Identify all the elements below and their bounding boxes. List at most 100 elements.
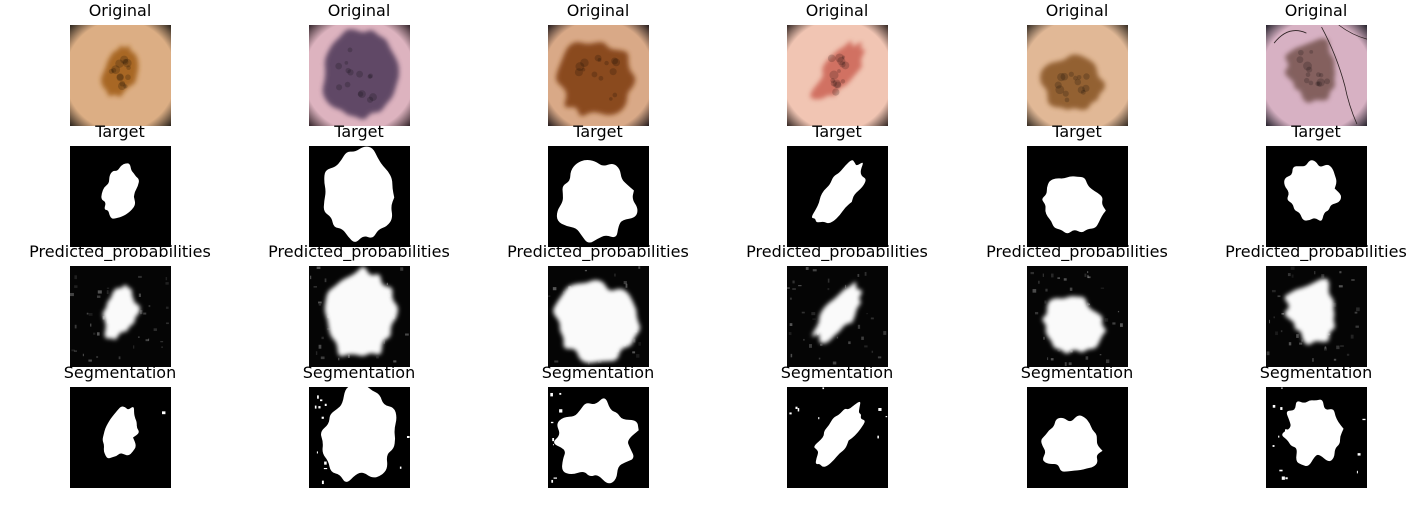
prob-noise xyxy=(138,275,142,278)
panel-target-3: Target xyxy=(478,121,718,247)
panel-title: Predicted_probabilities xyxy=(986,242,1168,261)
target-mask xyxy=(101,163,139,219)
prob-noise xyxy=(788,332,792,336)
prob-noise xyxy=(1355,325,1359,328)
prob-noise xyxy=(143,312,147,315)
probabilities-image xyxy=(548,266,649,367)
prob-noise xyxy=(633,338,636,343)
prob-noise xyxy=(638,342,641,346)
lesion-texture-spot xyxy=(1068,71,1074,77)
prob-noise xyxy=(864,345,868,348)
prob-noise xyxy=(819,343,823,346)
lesion-texture-spot xyxy=(120,55,129,64)
segmentation-mask xyxy=(554,398,639,484)
prob-noise xyxy=(1042,273,1044,277)
prob-region xyxy=(102,284,141,340)
prob-noise xyxy=(1069,287,1073,291)
prob-noise xyxy=(818,357,821,360)
probabilities-image xyxy=(1266,266,1367,367)
prob-noise xyxy=(1051,273,1054,278)
panel-probabilities-5: Predicted_probabilities xyxy=(957,241,1197,367)
probabilities-image xyxy=(1027,266,1128,367)
lesion-texture-spot xyxy=(1062,90,1069,97)
prob-noise xyxy=(1120,323,1123,327)
segmentation-mask xyxy=(321,387,397,482)
lesion-texture-spot xyxy=(1316,81,1322,87)
lesion-texture-spot xyxy=(837,69,841,73)
panel-title: Original xyxy=(1045,1,1109,20)
prob-noise xyxy=(1340,345,1344,347)
prob-noise xyxy=(1277,295,1281,298)
prob-noise xyxy=(1301,339,1304,342)
target-mask xyxy=(323,146,395,242)
lesion-texture-spot xyxy=(574,68,583,77)
lesion-texture-spot xyxy=(612,58,621,67)
prob-noise xyxy=(1299,342,1303,345)
segmentation-mask xyxy=(1041,415,1103,472)
lesion-texture-spot xyxy=(366,96,374,103)
segmentation-speck xyxy=(1279,469,1283,472)
prob-noise xyxy=(70,292,74,297)
lesion-texture-spot xyxy=(111,65,121,75)
prob-noise xyxy=(161,346,163,349)
lesion-texture-spot xyxy=(1296,56,1304,64)
segmentation-speck xyxy=(321,416,324,419)
prob-noise xyxy=(96,356,99,358)
target-image xyxy=(548,146,649,247)
lesion-texture-spot xyxy=(581,67,586,72)
prob-noise xyxy=(1038,280,1040,284)
lesion-texture-spot xyxy=(367,74,373,79)
prob-noise xyxy=(554,360,559,363)
prob-noise xyxy=(106,290,109,295)
panel-probabilities-2: Predicted_probabilities xyxy=(239,241,479,367)
segmentation-speck xyxy=(318,406,321,409)
segmentation-speck xyxy=(324,461,327,465)
panel-probabilities-3: Predicted_probabilities xyxy=(478,241,718,367)
panel-title: Segmentation xyxy=(780,363,894,382)
segmentation-speck xyxy=(314,405,317,409)
lesion-texture-spot xyxy=(369,93,377,102)
segmentation-speck xyxy=(105,444,108,448)
prob-noise xyxy=(97,290,102,294)
prob-noise xyxy=(790,353,793,358)
prob-noise xyxy=(848,341,851,345)
prob-noise xyxy=(318,344,322,349)
prob-noise xyxy=(1354,311,1358,314)
prob-noise xyxy=(871,350,874,353)
prob-noise xyxy=(1087,276,1091,279)
segmentation-image xyxy=(1027,387,1128,488)
lesion-texture-spot xyxy=(841,55,846,59)
prob-region xyxy=(553,280,641,364)
hair xyxy=(1273,30,1307,44)
prob-noise xyxy=(877,356,882,359)
lesion-texture-spot xyxy=(612,92,618,98)
lesion-texture-spot xyxy=(835,53,845,63)
segmentation-speck xyxy=(323,468,328,470)
prob-noise xyxy=(805,267,809,270)
prob-noise xyxy=(74,285,78,288)
original-image xyxy=(309,25,410,126)
lesion-texture-spot xyxy=(1303,61,1312,71)
prob-noise xyxy=(73,350,77,352)
segmentation-speck xyxy=(316,451,318,454)
segmentation-speck xyxy=(885,416,888,418)
lesion-texture-spot xyxy=(368,73,374,79)
panel-original-1: Original xyxy=(0,0,240,126)
lesion-texture-spot xyxy=(116,73,124,82)
prob-noise xyxy=(1290,266,1295,270)
prob-noise xyxy=(1269,319,1271,324)
lesion-texture-spot xyxy=(1080,89,1086,95)
panel-target-4: Target xyxy=(717,121,957,247)
prob-noise xyxy=(383,340,385,344)
target-mask xyxy=(811,160,866,224)
segmentation-speck xyxy=(826,440,829,444)
prob-noise xyxy=(1063,278,1067,281)
prob-noise xyxy=(1104,318,1109,322)
segmentation-speck xyxy=(552,438,555,442)
probabilities-image xyxy=(787,266,888,367)
panel-title: Predicted_probabilities xyxy=(746,242,928,261)
lesion-texture-spot xyxy=(1315,81,1320,87)
prob-noise xyxy=(140,310,143,315)
lesion-texture-spot xyxy=(1303,77,1310,84)
target-image xyxy=(309,146,410,247)
